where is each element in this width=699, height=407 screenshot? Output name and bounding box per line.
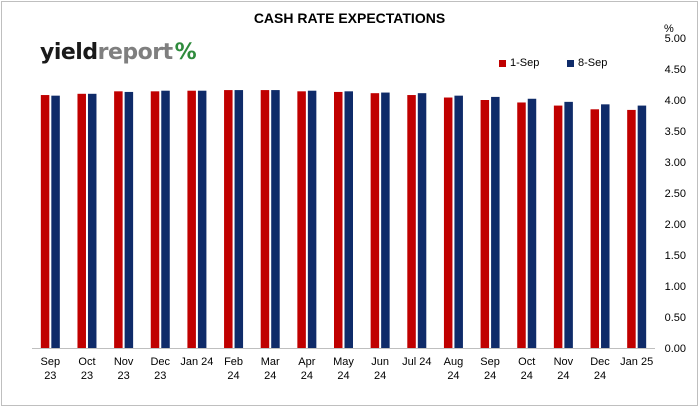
bar-1-sep <box>370 93 380 349</box>
legend-swatch-1-sep <box>499 59 506 67</box>
y-tick-label: 3.50 <box>665 126 686 138</box>
bar-1-sep <box>297 91 306 348</box>
x-tick-label-year: 24 <box>521 370 533 382</box>
bar-1-sep <box>187 90 196 348</box>
x-tick-label-year: 23 <box>44 370 56 382</box>
bar-1-sep <box>114 91 123 348</box>
chart-title: CASH RATE EXPECTATIONS <box>253 10 446 26</box>
bar-1-sep <box>150 91 160 348</box>
y-tick-label: 4.00 <box>665 95 686 107</box>
x-tick-label: Sep <box>480 356 500 368</box>
x-tick-label-year: 24 <box>594 370 606 382</box>
x-tick-label-year: 24 <box>557 370 569 382</box>
legend-item-1-sep: 1-Sep <box>499 57 539 69</box>
x-tick-label: Nov <box>114 356 134 368</box>
bar-1-sep <box>517 102 526 348</box>
x-tick-label: Aug <box>444 356 464 368</box>
logo-text-report: report <box>97 40 174 65</box>
bar-8-sep <box>527 98 537 348</box>
bar-1-sep <box>553 105 563 348</box>
x-tick-label-year: 24 <box>337 370 349 382</box>
bar-8-sep <box>564 101 573 348</box>
bar-1-sep <box>40 95 50 348</box>
x-tick-label: Oct <box>78 356 95 368</box>
bar-1-sep <box>590 109 600 348</box>
x-tick-label: Nov <box>554 356 574 368</box>
y-tick-label: 2.00 <box>665 219 686 231</box>
x-tick-label: Jan 25 <box>620 356 653 368</box>
y-tick-label: 1.50 <box>665 250 686 262</box>
x-tick-label: Sep <box>41 356 61 368</box>
x-tick-label-year: 24 <box>264 370 276 382</box>
bar-8-sep <box>87 93 97 348</box>
x-tick-label-year: 24 <box>374 370 386 382</box>
x-tick-label: Feb <box>224 356 243 368</box>
bar-1-sep <box>77 93 86 348</box>
yieldreport-logo: yieldreport% <box>40 40 197 65</box>
bar-1-sep <box>407 95 416 348</box>
x-tick-label-year: 23 <box>81 370 93 382</box>
bar-1-sep <box>334 91 343 348</box>
x-tick-label-year: 24 <box>484 370 496 382</box>
legend-item-8-sep: 8-Sep <box>567 57 607 69</box>
bar-1-sep <box>627 109 636 348</box>
x-tick-label: Apr <box>298 356 315 368</box>
bar-8-sep <box>417 93 427 349</box>
bar-1-sep <box>224 90 233 348</box>
bar-1-sep <box>480 100 490 348</box>
logo-percent-symbol: % <box>174 40 197 65</box>
x-tick-label-year: 24 <box>447 370 459 382</box>
bar-8-sep <box>197 90 207 348</box>
bar-8-sep <box>454 95 463 348</box>
x-tick-label: Dec <box>590 356 610 368</box>
x-tick-label: May <box>333 356 354 368</box>
x-tick-label-year: 24 <box>227 370 239 382</box>
bar-8-sep <box>271 90 280 348</box>
legend-label-1-sep: 1-Sep <box>510 57 540 69</box>
x-tick-label: Jun <box>371 356 389 368</box>
x-tick-label-year: 23 <box>154 370 166 382</box>
bar-8-sep <box>51 95 60 348</box>
bar-8-sep <box>381 92 390 348</box>
logo-text-yield: yield <box>40 40 98 65</box>
x-tick-label: Jul 24 <box>402 356 431 368</box>
x-tick-label: Jan 24 <box>180 356 213 368</box>
bar-8-sep <box>344 91 353 348</box>
y-tick-label: 3.00 <box>665 157 686 169</box>
bar-8-sep <box>601 104 610 348</box>
bar-8-sep <box>307 90 317 348</box>
x-tick-label-year: 23 <box>117 370 129 382</box>
bar-8-sep <box>637 105 647 348</box>
legend-label-8-sep: 8-Sep <box>578 57 608 69</box>
legend-swatch-8-sep <box>567 59 574 67</box>
x-tick-label: Oct <box>518 356 535 368</box>
y-tick-label: 2.50 <box>665 188 686 200</box>
bar-8-sep <box>491 96 500 349</box>
y-tick-label: 5.00 <box>665 33 686 45</box>
y-tick-label: 4.50 <box>665 64 686 76</box>
bar-8-sep <box>161 90 170 348</box>
bar-8-sep <box>234 90 244 348</box>
bar-1-sep <box>260 90 270 348</box>
y-tick-label: 0.50 <box>665 312 686 324</box>
x-tick-label-year: 24 <box>301 370 313 382</box>
bar-1-sep <box>443 97 453 349</box>
y-axis-unit: % <box>664 23 674 35</box>
x-tick-label: Mar <box>261 356 280 368</box>
y-tick-label: 1.00 <box>665 281 686 293</box>
x-tick-label: Dec <box>150 356 170 368</box>
bar-8-sep <box>124 91 134 348</box>
y-tick-label: 0.00 <box>665 343 686 355</box>
